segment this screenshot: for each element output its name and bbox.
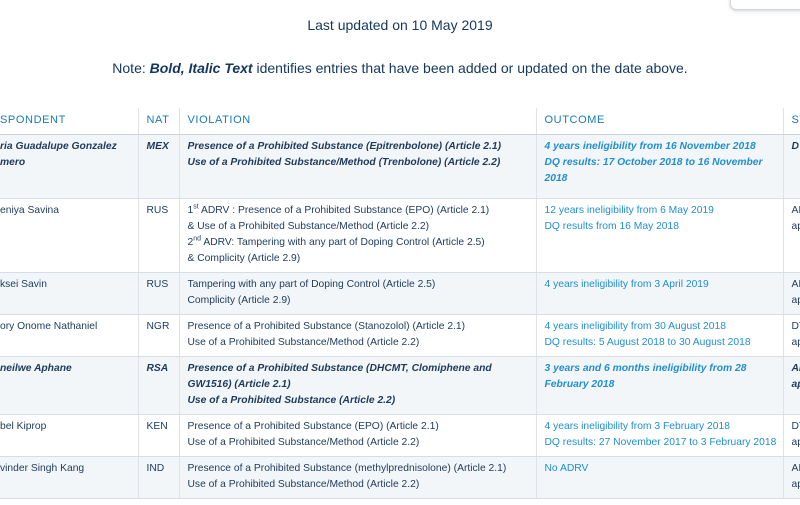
outcome-cell: 4 years ineligibility from 30 August 201…	[535, 314, 783, 357]
respondent-cell: neilwe Aphane	[0, 356, 138, 415]
violation-line: Use of a Prohibited Substance/Method (Ar…	[187, 479, 420, 490]
violation-line: Use of a Prohibited Substance (Article 2…	[187, 395, 396, 406]
legend-note: Note: Bold, Italic Text identifies entri…	[0, 60, 800, 76]
violation-line: Presence of a Prohibited Substance (Epit…	[187, 141, 502, 152]
violation-cell: Tampering with any part of Doping Contro…	[178, 272, 536, 315]
respondent-cell: eniya Savina	[0, 198, 138, 273]
col-header-outcome[interactable]: OUTCOME	[535, 108, 783, 135]
status-cell: AI ap	[782, 356, 800, 415]
nationality-cell: NGR	[137, 314, 179, 357]
table-row: vinder Singh Kang IND Presence of a Prohib…	[0, 456, 800, 499]
violation-line: Presence of a Prohibited Substance (Stan…	[187, 321, 466, 332]
col-header-violation[interactable]: VIOLATION	[178, 108, 536, 135]
outcome-line: 3 years and 6 months ineligibility from …	[544, 363, 747, 390]
note-suffix: identifies entries that have been added …	[252, 60, 688, 76]
violation-line: & Complicity (Article 2.9)	[187, 253, 301, 264]
outcome-line: 12 years ineligibility from 6 May 2019	[544, 205, 714, 216]
status-line: ap	[791, 479, 800, 490]
status-line: ap	[791, 337, 800, 348]
violation-cell: Presence of a Prohibited Substance (DHCM…	[178, 356, 536, 415]
col-header-respondent[interactable]: SPONDENT	[0, 108, 138, 135]
status-line: DT	[791, 321, 800, 332]
nationality-cell: IND	[137, 456, 179, 499]
violation-line: Use of a Prohibited Substance/Method (Ar…	[187, 437, 420, 448]
note-prefix: Note:	[112, 60, 150, 76]
outcome-cell: 4 years ineligibility from 3 February 20…	[535, 414, 783, 457]
status-line: AI	[791, 205, 800, 216]
violation-line: Tampering with any part of Doping Contro…	[187, 279, 436, 290]
violation-line: Complicity (Article 2.9)	[187, 295, 291, 306]
violation-line: Presence of a Prohibited Substance (DHCM…	[187, 363, 492, 390]
status-cell: AI ap	[782, 198, 800, 273]
status-line: AI	[791, 363, 800, 374]
status-line: ap	[791, 221, 800, 232]
outcome-line: DQ results: 5 August 2018 to 30 August 2…	[544, 337, 751, 348]
violation-line: Use of a Prohibited Substance/Method (Ar…	[187, 337, 420, 348]
outcome-line: 4 years ineligibility from 30 August 201…	[544, 321, 726, 332]
status-cell: DT ap	[782, 414, 800, 457]
violation-cell: 1st ADRV : Presence of a Prohibited Subs…	[178, 198, 536, 273]
outcome-cell: 12 years ineligibility from 6 May 2019 D…	[535, 198, 783, 273]
violation-cell: Presence of a Prohibited Substance (meth…	[178, 456, 536, 499]
status-line: D	[791, 141, 799, 152]
status-line: DT	[791, 421, 800, 432]
outcome-line: 4 years ineligibility from 3 April 2019	[544, 279, 709, 290]
violation-line: & Use of a Prohibited Substance/Method (…	[187, 221, 430, 232]
table-row: eniya Savina RUS 1st ADRV : Presence of a …	[0, 198, 800, 273]
col-header-status[interactable]: ST	[782, 108, 800, 135]
table-row: neilwe Aphane RSA Presence of a Prohibited…	[0, 356, 800, 415]
outcome-cell: 4 years ineligibility from 16 November 2…	[535, 134, 783, 199]
nationality-cell: RUS	[137, 198, 179, 273]
respondent-cell: ory Onome Nathaniel	[0, 314, 138, 357]
status-line: AI	[791, 463, 800, 474]
sanctions-table: SPONDENT NAT VIOLATION OUTCOME ST ria Gu…	[0, 108, 800, 499]
nationality-cell: MEX	[137, 134, 179, 199]
respondent-cell: ria Guadalupe Gonzalez mero	[0, 134, 138, 199]
nationality-cell: KEN	[137, 414, 179, 457]
table-row: bel Kiprop KEN Presence of a Prohibited Su…	[0, 414, 800, 457]
floating-card	[730, 0, 800, 10]
violation-line: 1st ADRV : Presence of a Prohibited Subs…	[187, 203, 490, 216]
status-cell: AI ap	[782, 272, 800, 315]
violation-cell: Presence of a Prohibited Substance (Epit…	[178, 134, 536, 199]
violation-cell: Presence of a Prohibited Substance (EPO)…	[178, 414, 536, 457]
status-line: AI	[791, 279, 800, 290]
status-cell: AI ap	[782, 456, 800, 499]
status-line: ap	[791, 379, 800, 390]
violation-line: Presence of a Prohibited Substance (meth…	[187, 463, 507, 474]
respondent-cell: ksei Savin	[0, 272, 138, 315]
outcome-line: DQ results from 16 May 2018	[544, 221, 679, 232]
note-emphasis: Bold, Italic Text	[149, 60, 253, 76]
outcome-cell: No ADRV	[535, 456, 783, 499]
outcome-line: DQ results: 17 October 2018 to 16 Novemb…	[544, 157, 763, 184]
outcome-line: 4 years ineligibility from 16 November 2…	[544, 141, 756, 152]
table-row: ria Guadalupe Gonzalez mero MEX Presence o…	[0, 134, 800, 199]
outcome-cell: 3 years and 6 months ineligibility from …	[535, 356, 783, 415]
respondent-cell: vinder Singh Kang	[0, 456, 138, 499]
violation-line: 2nd ADRV: Tampering with any part of Dop…	[187, 235, 485, 248]
violation-line: Use of a Prohibited Substance/Method (Tr…	[187, 157, 501, 168]
table-header-row: SPONDENT NAT VIOLATION OUTCOME ST	[0, 108, 800, 135]
nationality-cell: RUS	[137, 272, 179, 315]
status-line: ap	[791, 437, 800, 448]
status-cell: DT ap	[782, 314, 800, 357]
table-row: ksei Savin RUS Tampering with any part of …	[0, 272, 800, 315]
violation-line: Presence of a Prohibited Substance (EPO)…	[187, 421, 439, 432]
outcome-line: 4 years ineligibility from 3 February 20…	[544, 421, 730, 432]
status-line: ap	[791, 295, 800, 306]
outcome-line: DQ results: 27 November 2017 to 3 Februa…	[544, 437, 777, 448]
respondent-cell: bel Kiprop	[0, 414, 138, 457]
outcome-line: No ADRV	[544, 463, 589, 474]
col-header-nationality[interactable]: NAT	[137, 108, 179, 135]
outcome-cell: 4 years ineligibility from 3 April 2019	[535, 272, 783, 315]
nationality-cell: RSA	[137, 356, 179, 415]
table-row: ory Onome Nathaniel NGR Presence of a Proh…	[0, 314, 800, 357]
status-cell: D	[782, 134, 800, 199]
violation-cell: Presence of a Prohibited Substance (Stan…	[178, 314, 536, 357]
last-updated-text: Last updated on 10 May 2019	[307, 17, 493, 33]
